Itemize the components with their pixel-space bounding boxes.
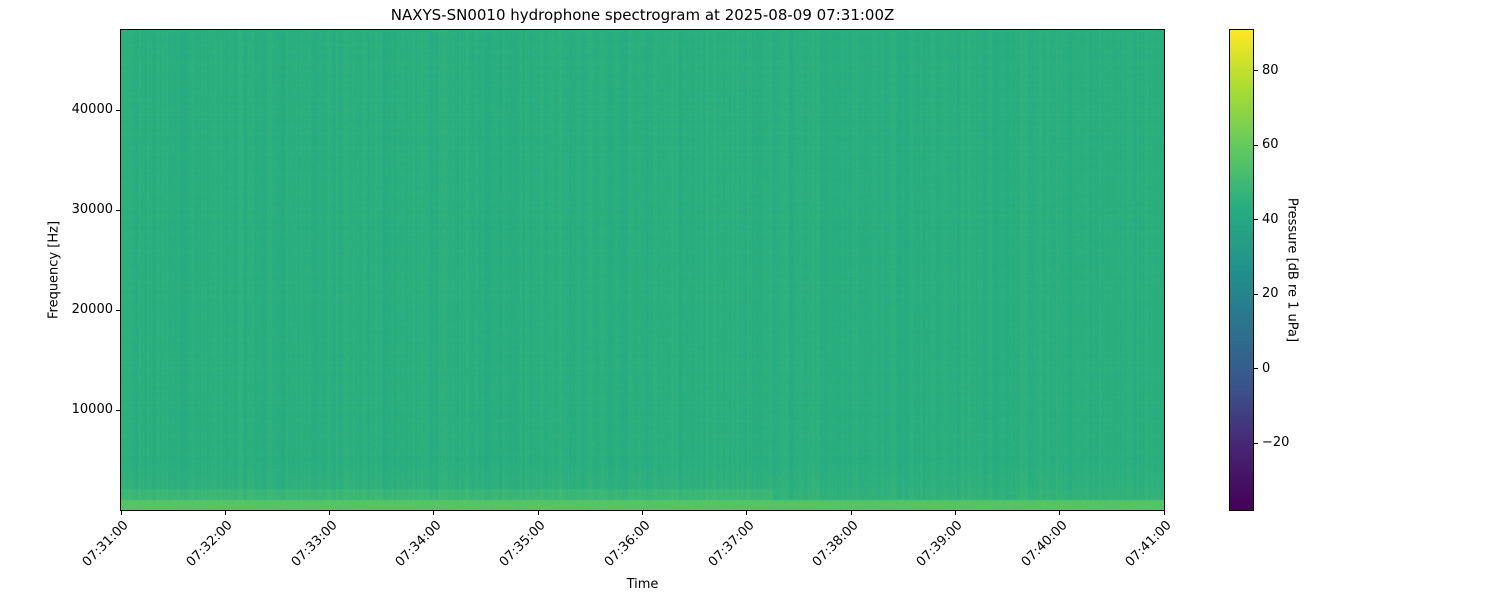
x-tick-label: 07:31:00 xyxy=(79,518,132,570)
x-tick-label: 07:33:00 xyxy=(288,518,341,570)
y-axis-label: Frequency [Hz] xyxy=(46,220,62,320)
x-tick-mark xyxy=(224,510,226,515)
x-tick-label: 07:32:00 xyxy=(184,518,236,570)
colorbar xyxy=(1230,30,1253,510)
x-tick-mark xyxy=(433,510,435,515)
colorbar-tick-label: 40 xyxy=(1262,211,1279,227)
x-axis-label: Time xyxy=(626,577,659,592)
colorbar-tick-label: 80 xyxy=(1262,62,1279,78)
x-tick-mark xyxy=(642,510,643,515)
x-tick-mark xyxy=(537,510,539,515)
colorbar-tick-label: 20 xyxy=(1262,286,1279,302)
x-tick-label: 07:41:00 xyxy=(1122,518,1175,570)
colorbar-tick-mark xyxy=(1253,70,1258,72)
x-tick-label: 07:34:00 xyxy=(392,518,445,570)
colorbar-label: Pressure [dB re 1 uPa] xyxy=(1284,197,1300,343)
x-tick-label: 07:39:00 xyxy=(914,518,966,570)
colorbar-tick-label: 60 xyxy=(1262,137,1279,153)
x-tick-mark xyxy=(746,510,748,515)
x-tick-mark xyxy=(1163,510,1165,515)
y-tick-label: 30000 xyxy=(71,202,113,217)
y-tick-label: 10000 xyxy=(71,402,113,417)
y-tick-mark xyxy=(116,409,121,411)
x-tick-label: 07:35:00 xyxy=(496,518,549,570)
x-tick-label: 07:37:00 xyxy=(705,518,758,570)
y-tick-label: 20000 xyxy=(71,302,113,317)
x-tick-label: 07:40:00 xyxy=(1018,518,1071,570)
y-tick-mark xyxy=(116,309,121,311)
x-tick-label: 07:38:00 xyxy=(809,518,862,570)
colorbar-tick-mark xyxy=(1253,293,1258,295)
colorbar-tick-mark xyxy=(1253,219,1258,221)
y-tick-mark xyxy=(116,109,121,111)
colorbar-tick-label: −20 xyxy=(1262,435,1290,451)
x-tick-label: 07:36:00 xyxy=(601,518,654,570)
y-tick-mark xyxy=(116,209,121,211)
x-tick-mark xyxy=(1059,510,1061,515)
x-tick-mark xyxy=(329,510,331,515)
y-tick-label: 40000 xyxy=(71,102,113,117)
chart-title: NAXYS-SN0010 hydrophone spectrogram at 2… xyxy=(390,6,895,24)
colorbar-tick-mark xyxy=(1253,442,1258,444)
x-tick-mark xyxy=(850,510,852,515)
spectrogram-heatmap xyxy=(121,30,1164,510)
colorbar-tick-label: 0 xyxy=(1262,360,1271,376)
colorbar-tick-mark xyxy=(1253,144,1258,146)
x-tick-mark xyxy=(120,510,122,515)
colorbar-tick-mark xyxy=(1253,368,1258,370)
x-tick-mark xyxy=(954,510,956,515)
